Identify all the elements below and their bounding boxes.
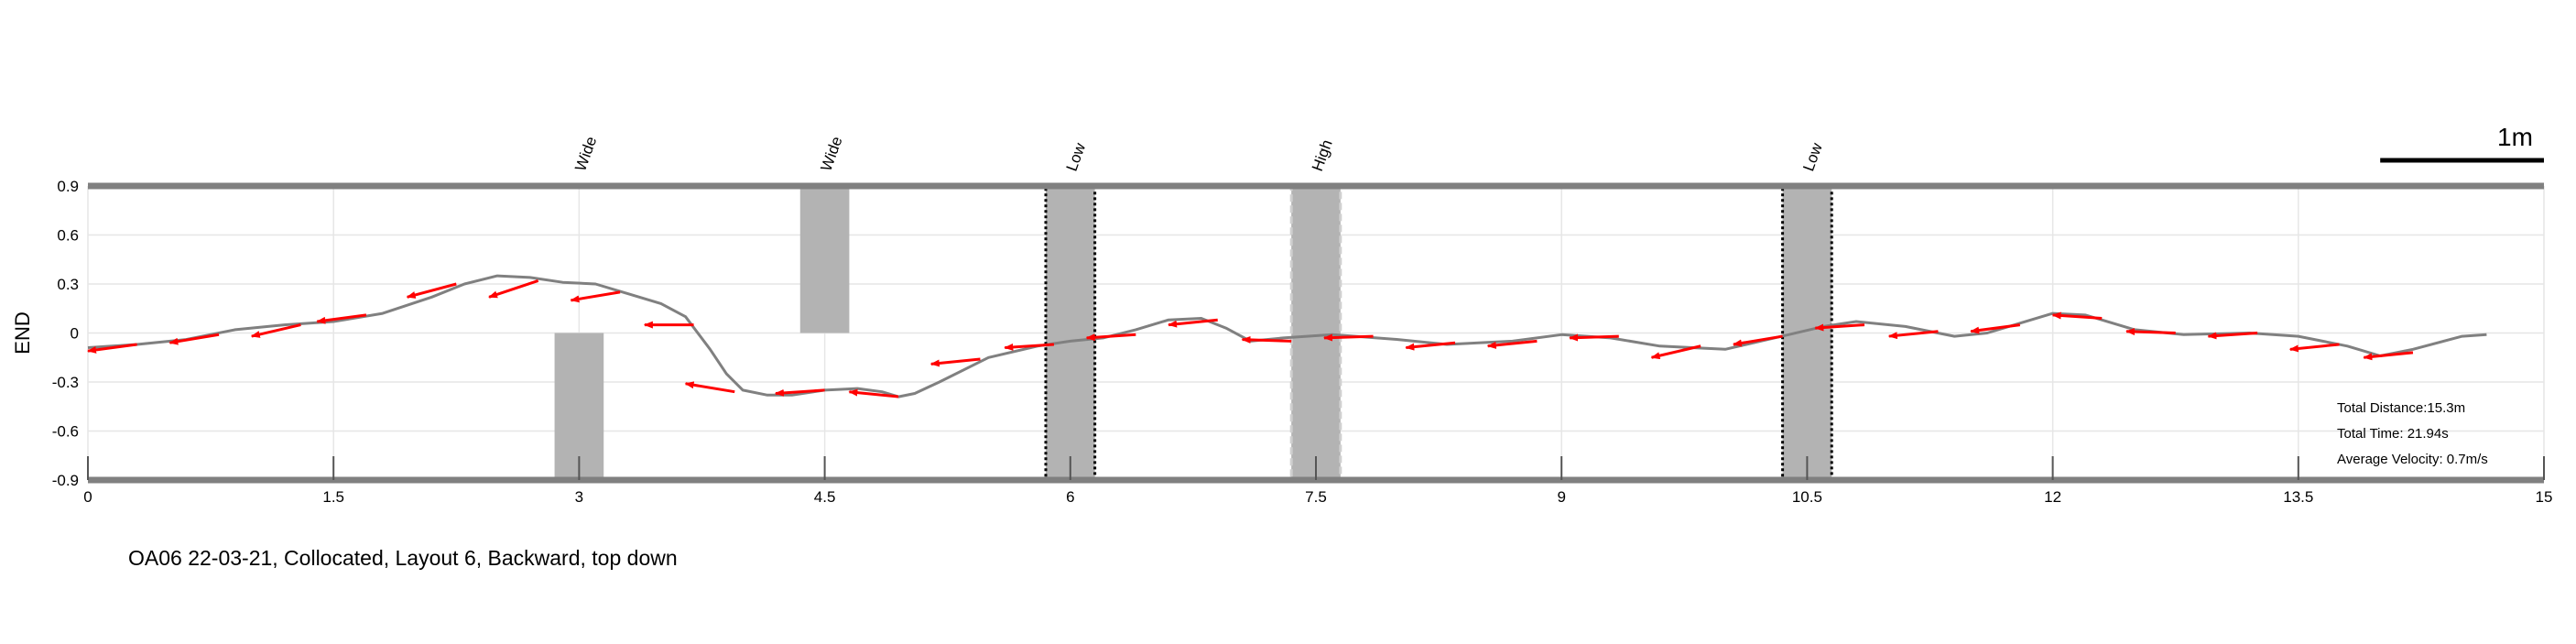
- velocity-arrow: [87, 343, 137, 354]
- x-tick-label: 4.5: [814, 488, 836, 506]
- total-time: Total Time: 21.94s: [2337, 426, 2449, 442]
- velocity-arrow: [406, 282, 457, 299]
- velocity-arrow: [2288, 343, 2340, 353]
- obstacle-label: Wide: [571, 134, 600, 173]
- y-tick-label: 0.3: [57, 276, 79, 293]
- velocity-arrow: [1004, 343, 1055, 351]
- velocity-arrow: [1887, 330, 1939, 340]
- velocity-arrow: [488, 279, 539, 299]
- x-tick-label: 12: [2044, 488, 2061, 506]
- x-tick-label: 15: [2536, 488, 2553, 506]
- velocity-arrow: [2051, 311, 2103, 320]
- average-velocity: Average Velocity: 0.7m/s: [2337, 452, 2488, 467]
- scale-bar-label: 1m: [2497, 123, 2533, 151]
- obstacle-rect: [554, 333, 604, 480]
- velocity-arrow: [1486, 339, 1538, 349]
- trajectory-path: [87, 274, 2487, 398]
- velocity-arrow: [168, 333, 220, 345]
- x-tick-label: 13.5: [2283, 488, 2313, 506]
- summary-stats: Total Distance:15.3m Total Time: 21.94s …: [2337, 396, 2488, 473]
- velocity-arrow: [684, 381, 735, 394]
- obstacle-label: Low: [1063, 140, 1090, 173]
- velocity-arrow: [2207, 332, 2258, 340]
- obstacle-label: Low: [1799, 140, 1826, 173]
- velocity-arrow: [1650, 344, 1701, 360]
- y-tick-label: -0.9: [52, 472, 79, 489]
- velocity-arrow: [774, 388, 825, 397]
- velocity-arrow: [570, 290, 621, 303]
- obstacle-label: Wide: [818, 134, 846, 173]
- velocity-arrow: [848, 388, 899, 398]
- x-tick-label: 1.5: [322, 488, 344, 506]
- velocity-arrow: [1405, 341, 1456, 351]
- obstacle-rect: [799, 186, 850, 333]
- velocity-arrow: [1085, 333, 1136, 342]
- total-distance: Total Distance:15.3m: [2337, 400, 2466, 416]
- x-tick-label: 3: [575, 488, 583, 506]
- x-tick-label: 7.5: [1305, 488, 1327, 506]
- velocity-arrow: [929, 357, 981, 367]
- velocity-arrow: [1168, 318, 1218, 328]
- y-tick-label: 0.6: [57, 227, 79, 245]
- velocity-arrow: [250, 323, 301, 338]
- obstacle-rect: [1781, 184, 1833, 482]
- velocity-arrow: [1814, 323, 1865, 332]
- x-tick-label: 0: [83, 488, 92, 506]
- figure-caption: OA06 22-03-21, Collocated, Layout 6, Bac…: [128, 546, 678, 570]
- y-tick-label: -0.6: [52, 423, 79, 441]
- y-axis-label: END: [11, 311, 34, 354]
- velocity-arrow: [1569, 333, 1619, 342]
- velocity-arrow: [1322, 333, 1374, 342]
- obstacles: Wide Wide Low High Low: [554, 134, 1833, 482]
- x-tick-label: 9: [1557, 488, 1565, 506]
- y-tick-label: 0.9: [57, 178, 79, 195]
- velocity-arrow: [1970, 323, 2021, 334]
- velocity-arrow: [316, 313, 367, 324]
- velocity-arrow: [2363, 351, 2414, 361]
- velocity-arrow: [1732, 334, 1783, 347]
- path-layer: [87, 274, 2487, 398]
- x-tick-label: 6: [1066, 488, 1074, 506]
- axes: 0 1.5 3 4.5 6 7.5 9 10.5 12 13.5 15 -0.9 -0.6 -0.3 0 0.…: [11, 178, 2552, 506]
- y-tick-label: 0: [71, 325, 79, 343]
- obstacle-rect: [1289, 184, 1342, 482]
- x-tick-label: 10.5: [1792, 488, 1822, 506]
- y-tick-label: -0.3: [52, 374, 79, 391]
- velocity-arrow: [2125, 328, 2176, 336]
- velocity-arrow: [1241, 335, 1292, 344]
- obstacle-label: High: [1309, 137, 1336, 173]
- velocity-arrows: [87, 279, 2414, 398]
- obstacle-rect: [1044, 184, 1097, 482]
